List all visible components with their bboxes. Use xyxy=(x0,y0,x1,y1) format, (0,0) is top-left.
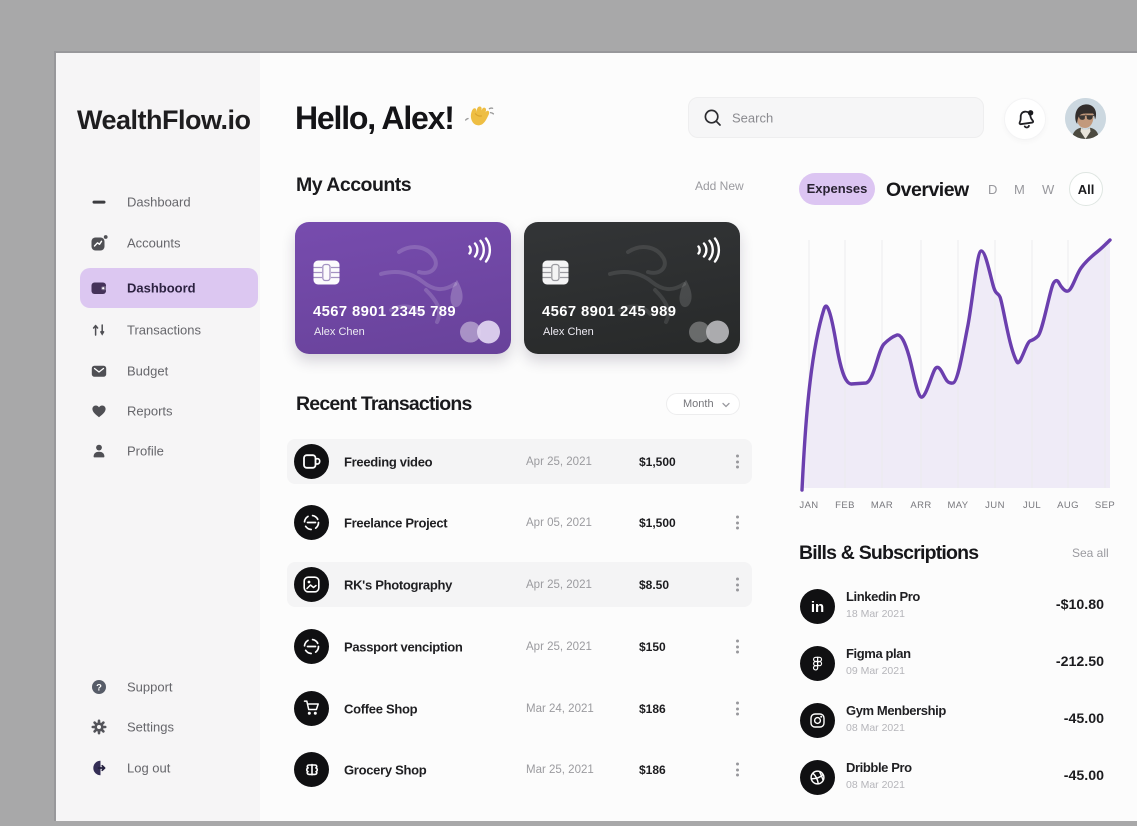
svg-text:JUN: JUN xyxy=(985,500,1005,511)
svg-text:AUG: AUG xyxy=(1057,500,1079,511)
svg-text:ARR: ARR xyxy=(910,500,931,511)
svg-text:JAN: JAN xyxy=(799,500,818,511)
svg-text:MAY: MAY xyxy=(947,500,968,511)
svg-text:MAR: MAR xyxy=(871,500,893,511)
svg-text:JUL: JUL xyxy=(1023,500,1041,511)
svg-text:?: ? xyxy=(96,682,102,693)
svg-text:SEP: SEP xyxy=(1095,500,1115,511)
svg-text:FEB: FEB xyxy=(835,500,855,511)
svg-text:in: in xyxy=(811,599,824,616)
